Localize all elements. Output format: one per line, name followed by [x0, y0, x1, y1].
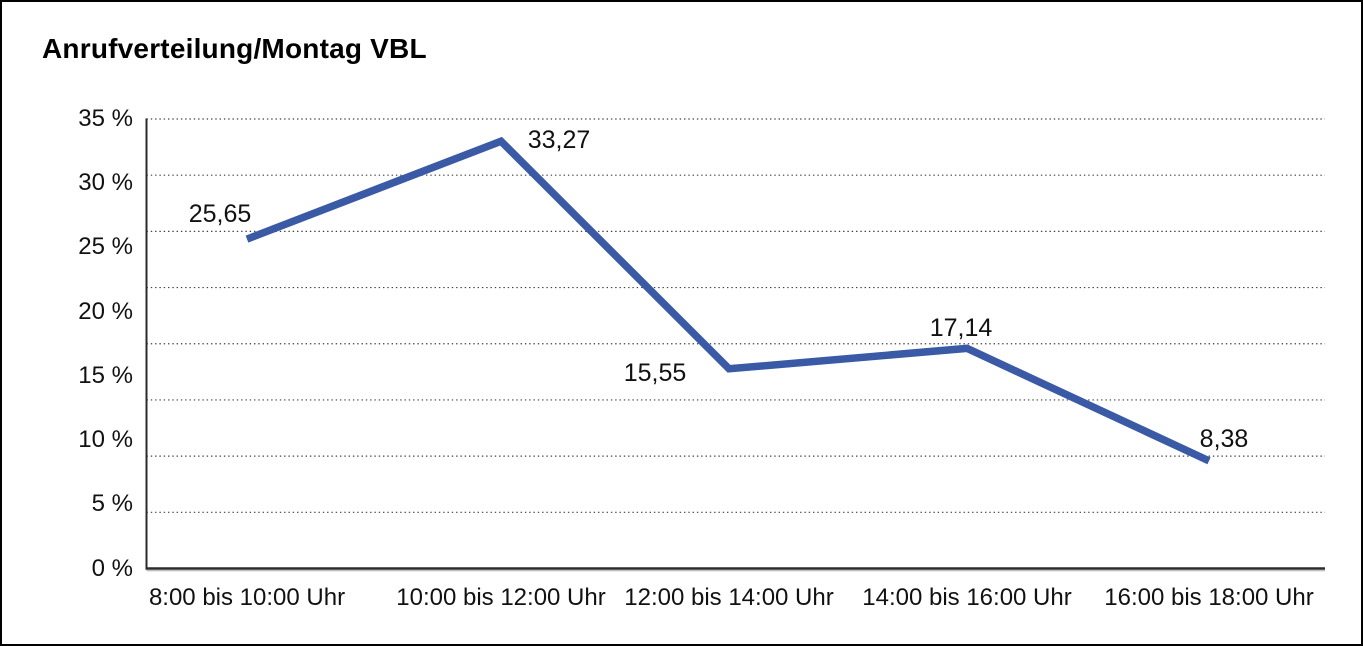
data-point-label: 17,14 — [929, 314, 993, 343]
data-point-label: 25,65 — [188, 200, 252, 229]
data-point-label: 8,38 — [1199, 424, 1249, 453]
y-tick-label: 30 % — [78, 169, 133, 197]
y-tick-label: 5 % — [91, 490, 133, 518]
x-category-label: 10:00 bis 12:00 Uhr — [396, 584, 606, 611]
horizontal-gridlines — [146, 118, 1325, 513]
x-category-label: 8:00 bis 10:00 Uhr — [148, 584, 346, 611]
data-point-label: 15,55 — [623, 358, 687, 387]
x-category-label: 16:00 bis 18:00 Uhr — [1104, 584, 1314, 611]
data-series-line — [245, 136, 1211, 465]
y-tick-label: 20 % — [78, 297, 133, 325]
data-point-label: 33,27 — [527, 126, 591, 155]
x-category-label: 14:00 bis 16:00 Uhr — [862, 584, 1072, 611]
y-tick-label: 15 % — [78, 361, 133, 389]
y-tick-label: 0 % — [91, 554, 133, 582]
y-tick-label: 25 % — [78, 233, 133, 261]
chart-title: Anrufverteilung/Montag VBL — [42, 33, 427, 64]
x-category-label: 12:00 bis 14:00 Uhr — [624, 584, 834, 611]
y-tick-label: 35 % — [78, 105, 133, 132]
y-tick-label: 10 % — [78, 426, 133, 454]
